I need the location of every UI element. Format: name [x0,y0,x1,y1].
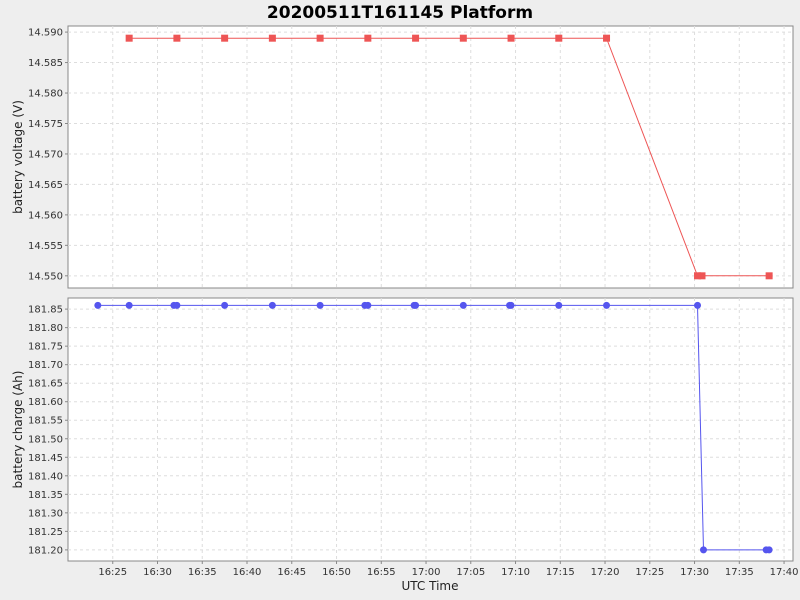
x-tick-label: 17:00 [412,567,441,578]
y-tick-label: 181.25 [28,527,63,538]
y-tick-label: 181.60 [28,397,63,408]
x-tick-label: 16:25 [98,567,127,578]
y-tick-label: 181.35 [28,490,63,501]
plot-area [67,25,794,289]
y-tick-label: 14.590 [28,28,63,39]
data-point [555,34,563,42]
data-point [765,546,773,554]
x-axis-label: UTC Time [402,579,459,593]
x-tick-label: 17:40 [770,567,799,578]
data-point [507,301,515,309]
y-tick-label: 181.50 [28,434,63,445]
plot-area [67,297,794,562]
data-point [221,301,229,309]
x-tick-label: 16:35 [188,567,217,578]
data-point [125,301,133,309]
y-tick-label: 14.555 [28,241,63,252]
data-point [268,301,276,309]
y-tick-label: 14.575 [28,119,63,130]
data-point [459,301,467,309]
data-point [412,301,420,309]
y-tick-label: 181.30 [28,508,63,519]
chart-title: 20200511T161145 Platform [267,3,533,23]
data-point [603,301,611,309]
x-tick-label: 17:15 [546,567,575,578]
data-point [173,34,181,42]
data-point [316,301,324,309]
y-tick-label: 181.45 [28,453,63,464]
x-tick-label: 16:40 [233,567,262,578]
y-tick-label: 181.55 [28,416,63,427]
data-point [555,301,563,309]
data-point [507,34,515,42]
y-tick-label: 14.565 [28,180,63,191]
data-point [699,546,707,554]
x-tick-label: 17:25 [635,567,664,578]
subplot-2: 181.20 181.25 181.30 181.35 181.40 181.45 181.… [11,297,794,562]
x-tick-label: 17:35 [725,567,754,578]
data-point [694,272,702,280]
y-tick-label: 14.580 [28,89,63,100]
data-point [173,301,181,309]
data-point [94,301,102,309]
data-point [698,272,706,280]
data-point [603,34,611,42]
y-axis-label: battery voltage (V) [11,100,25,214]
y-tick-label: 181.20 [28,545,63,556]
y-tick-label: 181.65 [28,379,63,390]
data-point [268,34,276,42]
x-tick-label: 16:55 [367,567,396,578]
y-axis-label: battery charge (Ah) [11,371,25,489]
y-tick-label: 181.70 [28,360,63,371]
x-tick-label: 17:10 [501,567,530,578]
data-point [221,34,229,42]
data-point [459,34,467,42]
x-tick-label: 16:30 [143,567,172,578]
data-point [364,301,372,309]
x-tick-label: 17:30 [680,567,709,578]
chart-panels: 14.550 14.555 14.560 14.565 14.570 14.575 14.5… [11,25,799,578]
data-point [765,272,773,280]
y-tick-label: 14.560 [28,210,63,221]
x-tick-label: 16:45 [277,567,306,578]
y-tick-label: 14.570 [28,149,63,160]
data-point [412,34,420,42]
series-line [129,37,770,277]
data-point [364,34,372,42]
x-tick-label: 17:05 [456,567,485,578]
x-tick-label: 16:50 [322,567,351,578]
data-point [694,301,702,309]
y-tick-label: 181.75 [28,342,63,353]
subplot-1: 14.550 14.555 14.560 14.565 14.570 14.575 14.5… [11,25,794,289]
data-point [316,34,324,42]
y-tick-label: 181.85 [28,305,63,316]
data-point [125,34,133,42]
y-tick-label: 181.40 [28,471,63,482]
y-tick-label: 181.80 [28,323,63,334]
y-tick-label: 14.585 [28,58,63,69]
y-tick-label: 14.550 [28,271,63,282]
x-tick-label: 17:20 [591,567,620,578]
